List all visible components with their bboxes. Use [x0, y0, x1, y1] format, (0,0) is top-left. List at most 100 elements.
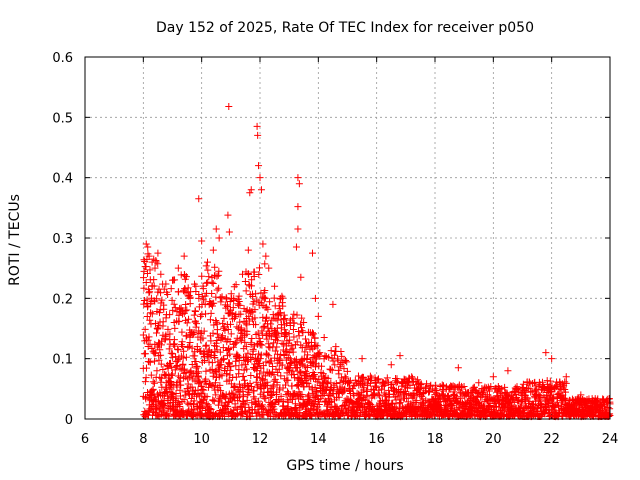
data-point [167, 359, 175, 367]
data-point-outlier [332, 343, 340, 351]
data-point [145, 333, 153, 341]
data-point [265, 340, 273, 348]
data-point [231, 382, 239, 390]
data-point [258, 401, 266, 409]
data-point [218, 372, 226, 380]
data-point [245, 270, 253, 278]
data-point [275, 365, 283, 373]
data-point [418, 400, 426, 408]
x-tick-label: 6 [81, 432, 89, 447]
data-point [202, 342, 210, 350]
chart-title: Day 152 of 2025, Rate Of TEC Index for r… [156, 20, 534, 36]
data-point [258, 327, 266, 335]
data-point [273, 350, 281, 358]
data-point [262, 394, 270, 402]
data-point [221, 326, 229, 334]
data-point [295, 376, 303, 384]
data-point [289, 367, 297, 375]
data-point [338, 352, 346, 360]
data-point [188, 383, 196, 391]
data-point [160, 305, 168, 313]
data-point [290, 319, 298, 327]
data-point [216, 395, 224, 403]
data-point [546, 377, 554, 385]
x-tick-label: 22 [543, 432, 560, 447]
y-tick-label: 0 [65, 413, 73, 428]
data-point-outlier [294, 225, 302, 233]
data-point [374, 375, 382, 383]
data-point [223, 301, 231, 309]
data-point [222, 391, 230, 399]
data-point-outlier [151, 264, 159, 272]
data-point [423, 380, 431, 388]
data-point [190, 406, 198, 414]
data-point [247, 339, 255, 347]
data-point [176, 374, 184, 382]
data-point [325, 353, 333, 361]
data-point [285, 364, 293, 372]
data-point [144, 336, 152, 344]
data-point [181, 365, 189, 373]
data-point [322, 378, 330, 386]
data-point [245, 312, 253, 320]
data-point [235, 366, 243, 374]
data-point [182, 273, 190, 281]
data-point [140, 284, 148, 292]
data-point [167, 285, 175, 293]
data-point [422, 383, 430, 391]
data-point [302, 379, 310, 387]
x-tick-label: 10 [193, 432, 210, 447]
data-point [152, 349, 160, 357]
data-point [164, 325, 172, 333]
data-point [224, 326, 232, 334]
data-point-outlier [271, 282, 279, 290]
y-tick-label: 0.2 [52, 292, 73, 307]
data-point [300, 318, 308, 326]
data-point [243, 365, 251, 373]
data-point [509, 395, 517, 403]
data-point [193, 363, 201, 371]
data-point-outlier [577, 391, 585, 399]
data-point [298, 391, 306, 399]
data-point [212, 391, 220, 399]
data-point [402, 389, 410, 397]
data-point [270, 294, 278, 302]
data-point [262, 358, 270, 366]
data-point [225, 344, 233, 352]
data-point [283, 319, 291, 327]
data-point [328, 398, 336, 406]
y-tick-label: 0.4 [52, 172, 73, 187]
data-point-outlier [254, 131, 262, 139]
data-point [448, 402, 456, 410]
data-point-outlier [276, 294, 284, 302]
data-point [242, 343, 250, 351]
data-point [273, 333, 281, 341]
y-tick-label: 0.3 [52, 232, 73, 247]
data-point [219, 319, 227, 327]
data-point [212, 316, 220, 324]
data-point [243, 396, 251, 404]
data-point [229, 304, 237, 312]
data-point [220, 355, 228, 363]
data-point [264, 324, 272, 332]
data-point [282, 329, 290, 337]
data-point [271, 354, 279, 362]
data-point-outlier [454, 364, 462, 372]
data-point [171, 304, 179, 312]
data-point [266, 393, 274, 401]
data-point [156, 346, 164, 354]
data-point-outlier [358, 355, 366, 363]
data-point [211, 354, 219, 362]
data-point [487, 383, 495, 391]
data-point [303, 355, 311, 363]
data-point [304, 351, 312, 359]
data-point [264, 381, 272, 389]
data-point [426, 387, 434, 395]
data-point [263, 313, 271, 321]
data-point [261, 260, 269, 268]
data-point [229, 390, 237, 398]
data-point [224, 402, 232, 410]
data-point [240, 399, 248, 407]
data-point [254, 329, 262, 337]
data-point-outlier [504, 367, 512, 375]
